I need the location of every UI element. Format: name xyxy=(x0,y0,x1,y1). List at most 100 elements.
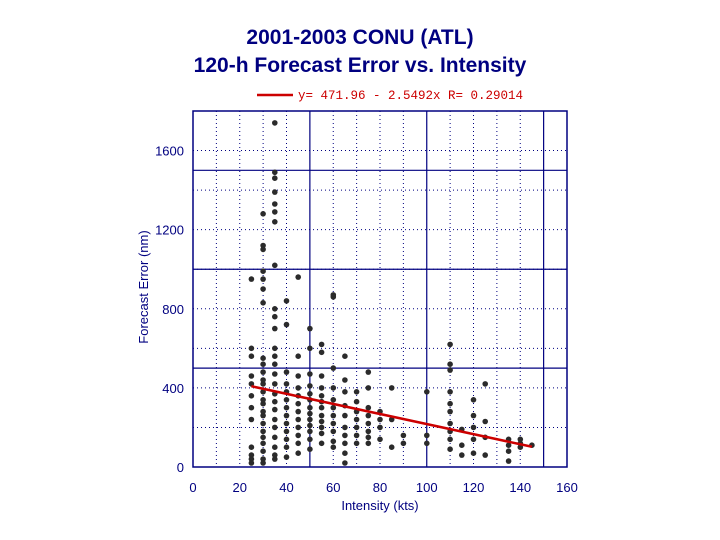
data-point xyxy=(295,274,302,280)
data-point xyxy=(330,438,337,445)
data-point xyxy=(307,446,313,453)
data-point xyxy=(283,428,290,435)
data-point xyxy=(283,436,290,443)
data-point xyxy=(330,385,337,391)
data-point xyxy=(459,452,465,458)
data-point xyxy=(248,444,255,451)
data-point xyxy=(272,175,278,181)
data-point xyxy=(295,400,302,407)
data-point xyxy=(260,211,266,217)
data-point xyxy=(260,377,266,383)
data-point xyxy=(260,440,266,447)
x-tick-label: 120 xyxy=(463,480,485,495)
data-point xyxy=(505,458,512,464)
data-point xyxy=(342,432,348,439)
data-point xyxy=(365,440,372,447)
y-tick-label: 800 xyxy=(162,302,184,317)
data-point xyxy=(295,424,302,431)
data-point xyxy=(342,377,348,383)
x-tick-label: 140 xyxy=(509,480,531,495)
data-point xyxy=(307,416,313,423)
data-point xyxy=(272,444,278,451)
x-tick-label: 160 xyxy=(556,480,578,495)
data-point xyxy=(424,389,430,395)
data-point xyxy=(330,397,337,403)
data-point xyxy=(307,325,313,332)
data-point xyxy=(260,456,266,462)
data-point xyxy=(388,416,395,423)
x-tick-label: 80 xyxy=(373,480,387,495)
data-point xyxy=(318,373,325,379)
data-point xyxy=(248,416,255,423)
data-point xyxy=(342,353,348,360)
data-point xyxy=(307,436,313,443)
x-tick-label: 20 xyxy=(233,480,247,495)
data-point xyxy=(330,365,337,371)
data-point xyxy=(248,393,255,399)
data-point xyxy=(318,404,325,411)
data-point xyxy=(447,341,453,348)
data-point xyxy=(307,391,313,397)
data-point xyxy=(318,393,325,399)
data-point xyxy=(307,410,313,417)
data-point xyxy=(248,353,255,360)
data-point xyxy=(342,424,348,431)
data-point xyxy=(260,397,266,403)
data-point xyxy=(342,389,348,395)
data-point xyxy=(517,436,524,443)
data-point xyxy=(318,430,325,437)
data-point xyxy=(424,432,430,439)
data-point xyxy=(272,189,278,195)
regression-line xyxy=(251,385,533,448)
y-axis-label: Forecast Error (nm) xyxy=(136,230,151,343)
data-point xyxy=(295,408,302,415)
data-point xyxy=(283,397,290,403)
data-point xyxy=(260,420,266,427)
data-point xyxy=(272,306,278,312)
chart-subtitle: 120-h Forecast Error vs. Intensity xyxy=(193,54,527,77)
data-point xyxy=(248,276,255,282)
plot-frame xyxy=(192,110,568,468)
data-point xyxy=(388,444,395,451)
data-point xyxy=(260,355,266,362)
data-point xyxy=(318,385,325,391)
data-point xyxy=(283,298,290,304)
data-point xyxy=(459,442,465,449)
data-point xyxy=(365,428,372,435)
data-point xyxy=(260,389,266,395)
data-point xyxy=(295,450,302,457)
data-point xyxy=(260,246,266,253)
data-point xyxy=(283,369,290,375)
data-point xyxy=(365,369,372,375)
data-point xyxy=(272,452,278,458)
data-point xyxy=(260,276,266,282)
data-point xyxy=(482,452,489,458)
data-point xyxy=(272,398,278,405)
data-point xyxy=(295,432,302,439)
data-point xyxy=(272,434,278,441)
data-point xyxy=(307,383,313,389)
data-point xyxy=(505,442,512,449)
data-point xyxy=(342,460,348,466)
x-axis: 0 20 40 60 80 100 120 140 160 xyxy=(189,480,577,495)
data-point xyxy=(447,389,453,395)
data-point xyxy=(260,400,266,407)
data-point xyxy=(283,404,290,411)
data-point xyxy=(248,404,255,411)
data-point xyxy=(248,460,255,466)
data-point xyxy=(307,422,313,429)
data-point xyxy=(272,262,278,269)
x-tick-label: 0 xyxy=(189,480,196,495)
data-point xyxy=(470,424,477,431)
data-point xyxy=(283,454,290,460)
x-axis-label: Intensity (kts) xyxy=(341,498,418,513)
data-point xyxy=(283,381,290,387)
data-point xyxy=(318,412,325,419)
data-point xyxy=(365,420,372,427)
data-point xyxy=(365,404,372,411)
data-point xyxy=(505,448,512,455)
data-point xyxy=(272,201,278,207)
data-point xyxy=(330,292,337,298)
data-point xyxy=(330,428,337,435)
data-point xyxy=(260,434,266,441)
